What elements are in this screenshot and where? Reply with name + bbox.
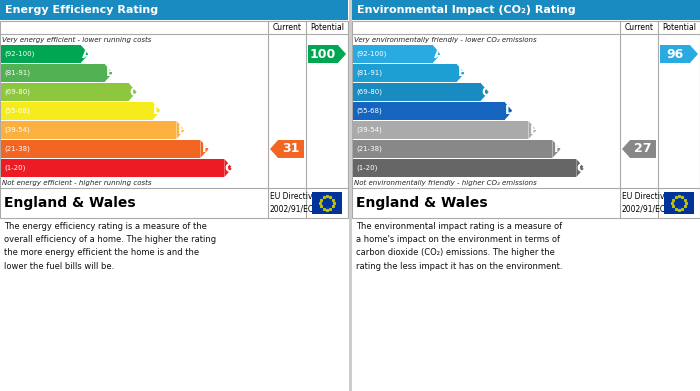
Text: Not environmentally friendly - higher CO₂ emissions: Not environmentally friendly - higher CO… [354, 180, 537, 186]
Polygon shape [660, 45, 698, 63]
Text: G: G [225, 161, 235, 174]
Bar [352, 21, 700, 218]
Polygon shape [528, 121, 536, 139]
Polygon shape [433, 45, 441, 63]
Polygon shape [104, 64, 113, 82]
Text: 31: 31 [282, 142, 300, 156]
Text: E: E [178, 124, 186, 136]
Bar [1, 102, 153, 120]
Bar [312, 192, 342, 214]
Polygon shape [153, 102, 160, 120]
Text: E: E [530, 124, 538, 136]
Polygon shape [622, 140, 656, 158]
Text: Current: Current [272, 23, 302, 32]
Text: F: F [202, 142, 210, 156]
Polygon shape [505, 102, 512, 120]
Bar [1, 45, 80, 63]
Text: (55-68): (55-68) [356, 108, 382, 114]
Bar [353, 102, 505, 120]
Polygon shape [552, 140, 561, 158]
Text: England & Wales: England & Wales [356, 196, 488, 210]
Text: (39-54): (39-54) [356, 127, 382, 133]
Text: (55-68): (55-68) [4, 108, 29, 114]
Text: D: D [505, 104, 515, 118]
Polygon shape [576, 159, 584, 177]
Bar [1, 83, 129, 101]
Text: (21-38): (21-38) [356, 146, 382, 152]
Bar [664, 192, 694, 214]
Text: Energy Efficiency Rating: Energy Efficiency Rating [5, 5, 158, 15]
Bar [353, 159, 576, 177]
Text: Current: Current [624, 23, 654, 32]
Text: Potential: Potential [310, 23, 344, 32]
Polygon shape [481, 83, 489, 101]
Polygon shape [224, 159, 232, 177]
Polygon shape [200, 140, 209, 158]
Bar [1, 140, 200, 158]
Bar [353, 45, 433, 63]
Text: Very energy efficient - lower running costs: Very energy efficient - lower running co… [2, 37, 151, 43]
Text: England & Wales: England & Wales [4, 196, 136, 210]
Text: (81-91): (81-91) [4, 70, 30, 76]
Polygon shape [129, 83, 137, 101]
Text: B: B [458, 66, 467, 79]
Text: B: B [106, 66, 115, 79]
Text: 27: 27 [634, 142, 652, 156]
Polygon shape [456, 64, 465, 82]
Polygon shape [176, 121, 185, 139]
Text: G: G [577, 161, 587, 174]
Text: 100: 100 [310, 47, 336, 61]
Text: F: F [554, 142, 562, 156]
Bar [353, 121, 528, 139]
Polygon shape [270, 140, 304, 158]
Text: (92-100): (92-100) [4, 51, 34, 57]
Text: (69-80): (69-80) [4, 89, 30, 95]
Text: (1-20): (1-20) [356, 165, 377, 171]
Text: C: C [130, 86, 139, 99]
Text: EU Directive
2002/91/EC: EU Directive 2002/91/EC [622, 192, 669, 214]
Bar [353, 83, 481, 101]
Text: D: D [153, 104, 163, 118]
Bar [1, 121, 176, 139]
Bar [0, 21, 348, 34]
Bar [1, 64, 104, 82]
Text: The environmental impact rating is a measure of
a home's impact on the environme: The environmental impact rating is a mea… [356, 222, 563, 271]
Polygon shape [308, 45, 346, 63]
Polygon shape [80, 45, 89, 63]
Text: A: A [433, 47, 443, 61]
Bar [349, 0, 352, 391]
Bar [0, 21, 348, 218]
Bar [353, 140, 552, 158]
Bar [352, 0, 700, 20]
Text: Not energy efficient - higher running costs: Not energy efficient - higher running co… [2, 180, 151, 186]
Bar [352, 21, 700, 34]
Text: C: C [482, 86, 491, 99]
Text: Potential: Potential [662, 23, 696, 32]
Text: Environmental Impact (CO₂) Rating: Environmental Impact (CO₂) Rating [357, 5, 575, 15]
Text: A: A [81, 47, 91, 61]
Text: The energy efficiency rating is a measure of the
overall efficiency of a home. T: The energy efficiency rating is a measur… [4, 222, 216, 271]
Text: (1-20): (1-20) [4, 165, 25, 171]
Bar [0, 0, 348, 20]
Text: (92-100): (92-100) [356, 51, 386, 57]
Text: 96: 96 [666, 47, 684, 61]
Text: (39-54): (39-54) [4, 127, 29, 133]
Text: (21-38): (21-38) [4, 146, 30, 152]
Text: Very environmentally friendly - lower CO₂ emissions: Very environmentally friendly - lower CO… [354, 37, 537, 43]
Text: (69-80): (69-80) [356, 89, 382, 95]
Text: EU Directive
2002/91/EC: EU Directive 2002/91/EC [270, 192, 317, 214]
Text: (81-91): (81-91) [356, 70, 382, 76]
Bar [1, 159, 224, 177]
Bar [353, 64, 456, 82]
